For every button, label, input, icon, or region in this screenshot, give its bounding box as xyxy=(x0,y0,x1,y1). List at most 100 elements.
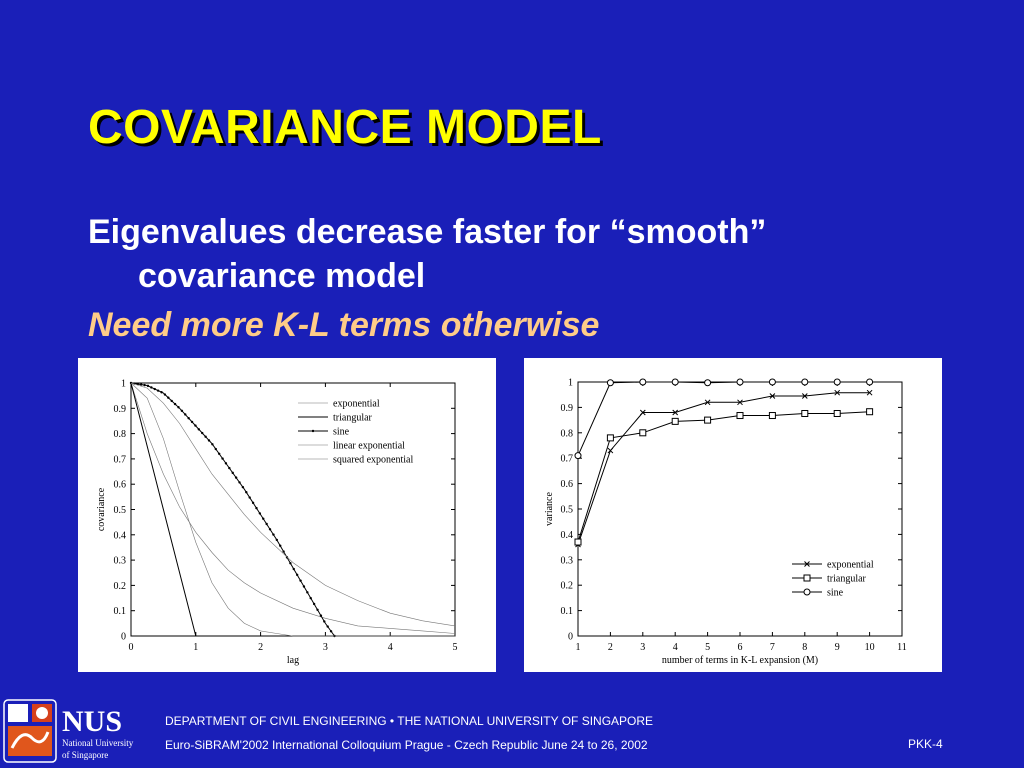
data-point xyxy=(146,384,150,388)
data-point xyxy=(768,378,776,386)
x-axis-label: number of terms in K-L expansion (M) xyxy=(662,655,818,666)
data-point xyxy=(803,574,811,582)
series-line-triangular xyxy=(130,382,455,637)
plot-frame xyxy=(130,382,456,637)
x-tick-label: 2 xyxy=(258,642,263,653)
x-tick-label: 4 xyxy=(673,642,678,653)
data-point xyxy=(248,496,251,499)
data-point xyxy=(190,420,194,424)
data-point xyxy=(671,378,679,386)
x-tick-label: 6 xyxy=(738,642,743,653)
plot-frame xyxy=(577,381,903,637)
series-line-sine xyxy=(130,382,335,637)
legend-label: linear exponential xyxy=(333,441,405,452)
y-tick-label: 0.4 xyxy=(114,530,127,541)
data-point xyxy=(156,389,160,392)
y-axis-label: covariance xyxy=(96,487,107,531)
y-tick-label: 0.1 xyxy=(561,606,574,617)
x-tick-label: 3 xyxy=(323,642,328,653)
data-point xyxy=(319,614,323,617)
data-point xyxy=(801,378,809,386)
y-tick-label: 0.6 xyxy=(561,479,574,490)
data-point xyxy=(866,378,874,386)
x-tick-label: 1 xyxy=(576,642,581,653)
data-point xyxy=(221,457,224,460)
data-point xyxy=(153,387,156,391)
data-point xyxy=(704,399,711,406)
slide-title: COVARIANCE MODEL xyxy=(88,101,602,154)
data-point xyxy=(639,378,647,386)
data-point xyxy=(211,443,214,446)
data-point xyxy=(768,412,776,420)
data-point xyxy=(234,476,238,479)
covariance-chart: 0 1 2 3 4 5 0 0.1 0.2 0.3 0.4 0.5 0.6 0.7 0.8 0.9 1 lag co… xyxy=(96,379,458,667)
data-point xyxy=(737,399,743,406)
data-point xyxy=(804,561,810,567)
y-tick-label: 0.5 xyxy=(561,505,574,516)
legend-label: sine xyxy=(333,427,350,438)
data-point xyxy=(574,538,582,546)
data-point xyxy=(204,435,207,438)
data-point xyxy=(326,625,329,628)
x-tick-label: 10 xyxy=(865,642,875,653)
data-point xyxy=(607,447,614,454)
x-tick-label: 5 xyxy=(453,642,458,653)
y-tick-label: 0.2 xyxy=(114,581,127,592)
y-tick-label: 0.1 xyxy=(114,606,127,617)
data-point xyxy=(295,573,299,577)
data-point xyxy=(606,379,614,387)
data-point xyxy=(866,408,874,416)
data-point xyxy=(316,608,319,612)
series-line-sine xyxy=(577,381,870,456)
data-point xyxy=(228,466,231,470)
y-tick-label: 1 xyxy=(121,379,126,390)
bullet-kl-terms: Need more K-L terms otherwise xyxy=(88,306,600,344)
x-axis-label: lag xyxy=(287,655,299,666)
data-point xyxy=(292,567,295,571)
data-point xyxy=(282,550,285,553)
y-tick-label: 0.8 xyxy=(114,429,127,440)
nus-logo: NUS National University of Singapore xyxy=(3,699,134,763)
y-tick-label: 1 xyxy=(568,378,573,389)
data-point xyxy=(180,409,184,412)
data-point xyxy=(704,379,712,387)
data-point xyxy=(177,406,180,409)
series-line-linear-exponential xyxy=(130,382,456,627)
y-tick-label: 0.3 xyxy=(114,556,127,567)
y-tick-label: 0 xyxy=(568,632,573,643)
y-tick-label: 0.3 xyxy=(561,555,574,566)
data-point xyxy=(265,522,268,526)
data-point xyxy=(187,416,190,420)
data-point xyxy=(224,462,228,465)
x-tick-label: 7 xyxy=(770,642,775,653)
data-point xyxy=(866,389,873,396)
data-point xyxy=(704,416,712,424)
x-tick-label: 3 xyxy=(640,642,645,653)
data-point xyxy=(272,533,275,536)
legend-label: exponential xyxy=(333,399,380,410)
series-line-squared-exponential xyxy=(130,382,455,637)
nus-crest-icon xyxy=(3,699,57,763)
data-point xyxy=(309,596,312,600)
nus-logo-subtitle-1: National University xyxy=(62,738,134,748)
bullet-eigenvalues: Eigenvalues decrease faster for “smooth”… xyxy=(88,210,948,298)
series-line-exponential xyxy=(130,382,456,634)
data-point xyxy=(251,501,255,505)
series-line-exponential xyxy=(577,392,870,545)
data-point xyxy=(139,383,143,386)
data-point xyxy=(833,378,841,386)
data-point xyxy=(238,481,241,484)
data-point xyxy=(312,602,316,606)
data-point xyxy=(803,588,811,596)
data-point xyxy=(197,428,201,431)
data-point xyxy=(671,417,679,425)
data-point xyxy=(150,386,153,389)
data-point xyxy=(207,439,211,442)
data-point xyxy=(241,485,245,489)
legend-label: triangular xyxy=(333,413,373,424)
data-point xyxy=(833,409,841,417)
data-point xyxy=(329,630,333,633)
y-tick-label: 0 xyxy=(121,632,126,643)
footer-page-number: PKK-4 xyxy=(908,737,943,751)
data-point xyxy=(323,620,326,623)
